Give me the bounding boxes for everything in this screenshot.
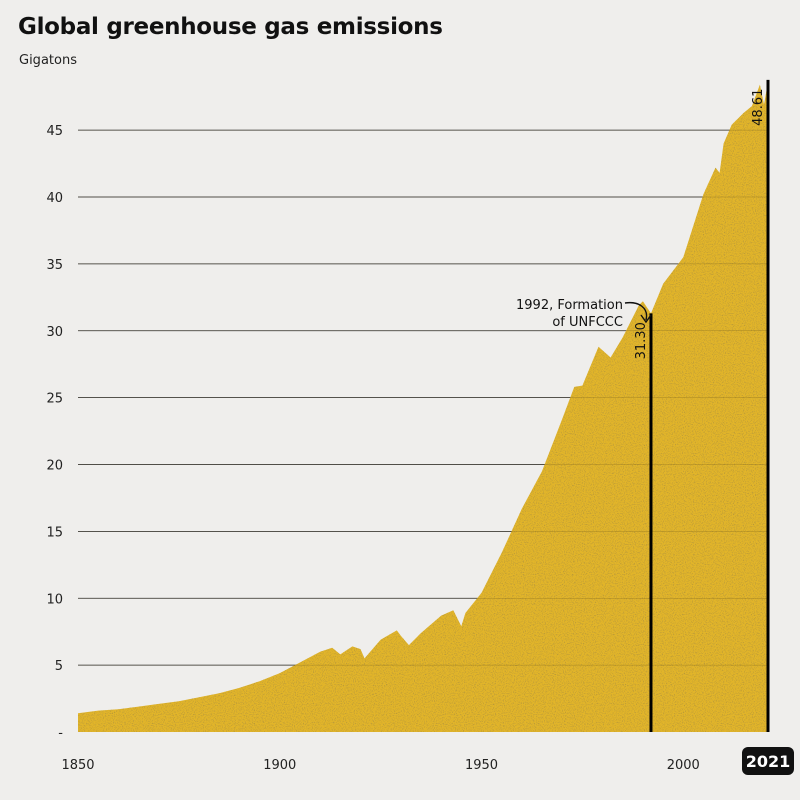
y-tick-label: - <box>58 726 63 741</box>
y-tick-label: 10 <box>46 592 63 607</box>
x-tick-label: 1900 <box>263 758 296 773</box>
y-tick-label: 15 <box>46 525 63 540</box>
x-end-label: 2021 <box>746 752 791 771</box>
annotation-arrow <box>624 301 648 321</box>
annotations: 31.30 1992, Formation of UNFCCC 48.61 <box>516 79 770 732</box>
x-tick-label: 1950 <box>465 758 498 773</box>
x-tick-label: 2000 <box>667 758 700 773</box>
x-end-badge <box>742 747 794 775</box>
y-tick-label: 25 <box>46 392 63 407</box>
chart-subtitle: Gigatons <box>19 53 77 68</box>
gridlines-over-area <box>78 129 768 666</box>
y-tick-label: 5 <box>55 659 63 674</box>
x-tick-label: 1850 <box>61 758 94 773</box>
y-tick-label: 30 <box>46 325 63 340</box>
annotation-arrowhead <box>640 314 652 324</box>
annotation-text: 1992, Formation <box>516 298 623 313</box>
y-tick-label: 45 <box>46 124 63 139</box>
annotation-text: of UNFCCC <box>552 315 623 330</box>
y-tick-label: 20 <box>46 459 63 474</box>
y-tick-label: 40 <box>46 191 63 206</box>
annotation-value: 48.61 <box>751 89 766 126</box>
y-tick-label: 35 <box>46 258 63 273</box>
chart-title: Global greenhouse gas emissions <box>18 14 443 40</box>
emissions-area <box>78 81 768 733</box>
axis-ticks: - 5 10 15 20 25 30 35 40 45 1850 1900 1950 2000 2021 <box>46 124 794 775</box>
annotation-value: 31.30 <box>634 322 649 359</box>
